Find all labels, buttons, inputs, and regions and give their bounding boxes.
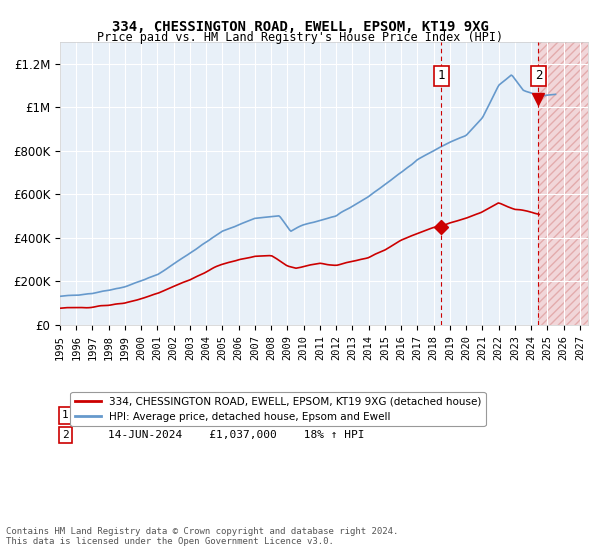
Text: 1: 1 bbox=[62, 410, 68, 421]
Bar bbox=[538, 42, 588, 325]
Text: Contains HM Land Registry data © Crown copyright and database right 2024.
This d: Contains HM Land Registry data © Crown c… bbox=[6, 526, 398, 546]
Text: 22-JUN-2018       £450,000       44% ↓ HPI: 22-JUN-2018 £450,000 44% ↓ HPI bbox=[81, 410, 392, 421]
Text: 2: 2 bbox=[62, 430, 68, 440]
Text: 334, CHESSINGTON ROAD, EWELL, EPSOM, KT19 9XG: 334, CHESSINGTON ROAD, EWELL, EPSOM, KT1… bbox=[112, 20, 488, 34]
Legend: 334, CHESSINGTON ROAD, EWELL, EPSOM, KT19 9XG (detached house), HPI: Average pri: 334, CHESSINGTON ROAD, EWELL, EPSOM, KT1… bbox=[70, 392, 485, 426]
Text: 2: 2 bbox=[535, 69, 542, 82]
Text: Price paid vs. HM Land Registry's House Price Index (HPI): Price paid vs. HM Land Registry's House … bbox=[97, 31, 503, 44]
Text: 14-JUN-2024    £1,037,000    18% ↑ HPI: 14-JUN-2024 £1,037,000 18% ↑ HPI bbox=[81, 430, 365, 440]
Text: 1: 1 bbox=[437, 69, 445, 82]
